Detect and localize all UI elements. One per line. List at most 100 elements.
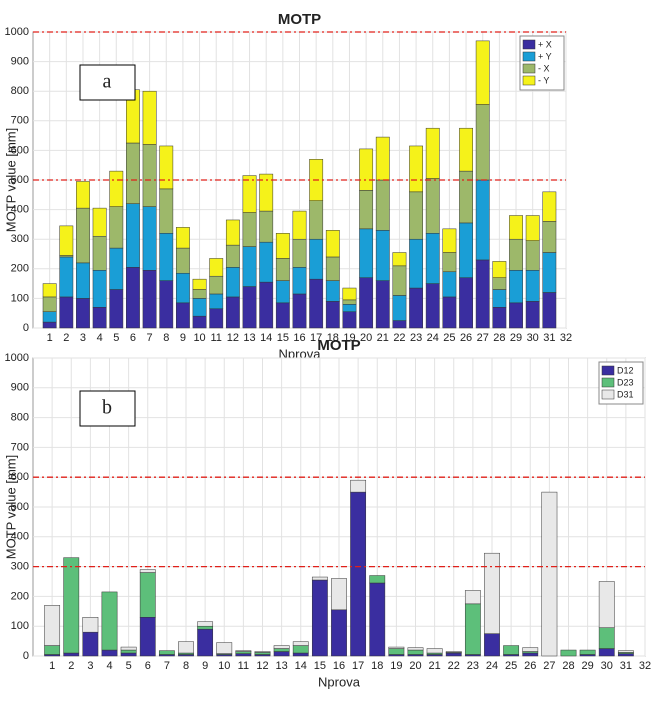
x-tick-label: 28 [493,332,505,344]
bar-segment [309,200,324,240]
bar-segment [92,307,107,329]
x-tick-label: 7 [147,332,153,344]
bar-segment [309,238,324,280]
x-tick-label: 19 [343,332,355,344]
bar-segment [542,292,557,329]
legend-label: - X [538,63,550,73]
bar-segment [259,241,274,283]
bar-segment [442,296,457,329]
x-tick-label: 28 [562,660,574,672]
bar-segment [216,642,233,654]
bar-segment [425,178,440,234]
bar-segment [369,575,386,584]
bar-segment [445,652,462,657]
x-tick-label: 5 [126,660,132,672]
bar-segment [407,649,424,655]
bar-segment [292,267,307,295]
bar-segment [275,258,290,281]
bar-segment [292,293,307,329]
y-tick-label: 200 [11,263,29,275]
x-tick-label: 8 [163,332,169,344]
x-tick-label: 23 [410,332,422,344]
bar-segment [459,127,473,172]
bar-segment [375,230,390,281]
bar-segment [509,302,523,329]
bar-segment [342,287,357,301]
bar-segment [475,179,490,261]
x-tick-label: 20 [409,660,421,672]
x-tick-label: 16 [333,660,345,672]
x-tick-label: 12 [227,332,239,344]
bar-segment [617,653,634,657]
bar-segment [209,258,224,277]
x-axis-label: Nprova [318,674,361,689]
x-tick-label: 2 [68,660,74,672]
bar-segment [375,179,390,231]
annotation: a [103,71,112,93]
y-axis-label: MOTP value [mm] [3,128,18,233]
bar-segment [426,648,443,654]
x-tick-label: 15 [314,660,326,672]
x-tick-label: 30 [527,332,539,344]
bar-segment [407,647,424,651]
bar-segment [560,649,577,657]
y-tick-label: 500 [11,174,29,186]
bar-segment [197,625,214,630]
legend-label: + Y [538,51,552,61]
x-tick-label: 7 [164,660,170,672]
legend-swatch [601,377,615,388]
x-tick-label: 9 [180,332,186,344]
x-tick-label: 32 [560,332,572,344]
x-tick-label: 20 [360,332,372,344]
bar-segment [225,267,240,298]
bar-segment [159,233,174,281]
bar-segment [159,188,174,234]
bar-segment [175,272,190,304]
y-tick-label: 700 [11,115,29,127]
bar-segment [409,191,424,240]
bar-segment [254,651,271,653]
bar-segment [442,228,457,253]
bar-segment [63,652,80,657]
bar-segment [44,645,61,655]
x-tick-label: 3 [80,332,86,344]
bar-segment [350,491,367,657]
bar-segment [101,591,118,651]
bar-segment [392,252,407,267]
bar-segment [292,641,309,646]
bar-segment [475,104,490,181]
bar-segment [82,617,99,633]
bar-segment [525,215,540,241]
y-tick-label: 600 [11,471,29,483]
x-tick-label: 27 [477,332,489,344]
bar-segment [273,648,290,652]
bar-segment [139,572,156,618]
x-tick-label: 14 [295,660,307,672]
bar-segment [525,240,540,271]
bar-segment [392,265,407,296]
chart-title: MOTP [317,337,360,354]
bar-segment [425,283,440,329]
bar-segment [342,311,357,329]
bar-segment [225,244,240,268]
bar-segment [464,590,481,605]
bar-segment [120,649,137,654]
y-tick-label: 0 [23,322,29,334]
x-tick-label: 21 [429,660,441,672]
x-tick-label: 25 [443,332,455,344]
bar-segment [359,190,374,230]
bar-segment [109,206,124,249]
x-tick-label: 13 [276,660,288,672]
bar-segment [409,287,424,329]
bar-segment [375,280,390,329]
bar-segment [275,233,290,259]
x-tick-label: 8 [183,660,189,672]
bar-segment [392,295,407,321]
bar-segment [126,267,140,329]
bar-segment [445,651,462,653]
bar-segment [492,277,507,290]
bar-segment [142,144,157,207]
bar-segment [309,278,324,329]
legend-swatch [522,39,536,50]
y-tick-label: 1000 [5,352,29,364]
